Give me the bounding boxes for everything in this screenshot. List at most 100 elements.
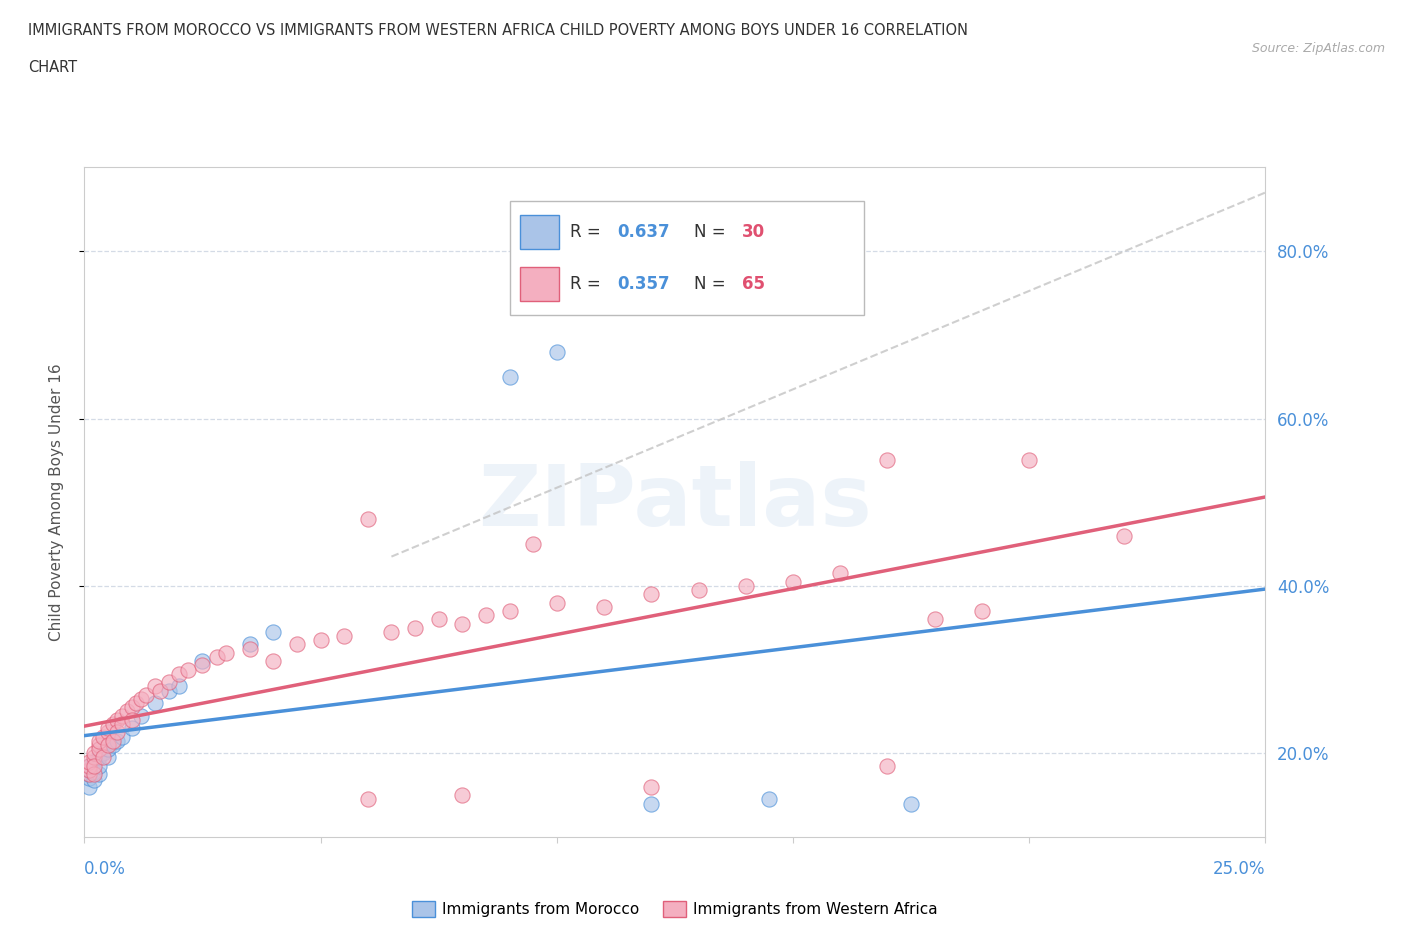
Point	[121, 721, 143, 736]
Point	[129, 709, 152, 724]
Point	[404, 620, 426, 635]
Text: Source: ZipAtlas.com: Source: ZipAtlas.com	[1251, 42, 1385, 55]
Point	[546, 595, 568, 610]
Point	[129, 692, 152, 707]
Point	[91, 729, 114, 744]
Point	[121, 712, 143, 727]
Point	[239, 642, 262, 657]
Point	[77, 779, 100, 794]
Point	[285, 637, 308, 652]
Point	[451, 788, 474, 803]
Point	[333, 629, 356, 644]
Point	[167, 679, 190, 694]
Text: 30: 30	[741, 222, 765, 241]
Point	[107, 733, 129, 748]
Point	[143, 679, 166, 694]
Point	[970, 604, 993, 618]
Point	[115, 704, 138, 719]
Point	[107, 712, 129, 727]
Point	[83, 773, 105, 788]
Point	[876, 759, 898, 774]
Point	[87, 733, 110, 748]
Point	[205, 650, 228, 665]
Point	[1112, 528, 1135, 543]
Point	[522, 537, 544, 551]
Point	[83, 759, 105, 774]
Point	[77, 763, 100, 777]
Text: 65: 65	[741, 275, 765, 293]
Point	[111, 729, 134, 744]
Point	[451, 617, 474, 631]
Point	[177, 662, 200, 677]
Text: R =: R =	[569, 275, 606, 293]
Point	[77, 754, 100, 769]
Point	[83, 746, 105, 761]
Point	[1018, 453, 1040, 468]
Point	[87, 742, 110, 757]
Point	[83, 766, 105, 781]
Point	[830, 565, 852, 580]
Point	[87, 766, 110, 781]
Point	[111, 709, 134, 724]
Point	[593, 600, 616, 615]
Point	[101, 733, 124, 748]
Text: 0.0%: 0.0%	[84, 860, 127, 878]
Point	[149, 683, 172, 698]
Point	[640, 796, 662, 811]
Point	[640, 587, 662, 602]
Point	[83, 750, 105, 764]
Point	[157, 683, 180, 698]
Point	[83, 764, 105, 779]
Point	[91, 746, 114, 761]
Point	[97, 737, 120, 752]
Point	[101, 717, 124, 732]
Point	[191, 654, 214, 669]
Point	[924, 612, 946, 627]
Point	[782, 575, 804, 590]
Point	[77, 766, 100, 781]
Text: N =: N =	[693, 275, 731, 293]
Text: CHART: CHART	[28, 60, 77, 75]
Point	[77, 759, 100, 774]
Point	[546, 344, 568, 359]
Point	[262, 654, 284, 669]
Point	[498, 369, 520, 384]
Point	[380, 625, 402, 640]
Point	[77, 771, 100, 786]
Text: 25.0%: 25.0%	[1213, 860, 1265, 878]
Point	[77, 766, 100, 781]
Point	[87, 750, 110, 764]
Text: ZIPatlas: ZIPatlas	[478, 460, 872, 544]
FancyBboxPatch shape	[509, 201, 863, 314]
Point	[734, 578, 756, 593]
Text: 0.637: 0.637	[617, 222, 671, 241]
Point	[101, 737, 124, 752]
Point	[87, 759, 110, 774]
Point	[143, 696, 166, 711]
Point	[239, 637, 262, 652]
Point	[427, 612, 450, 627]
Point	[357, 792, 380, 807]
Point	[125, 696, 148, 711]
Point	[191, 658, 214, 673]
Point	[91, 750, 114, 764]
Text: N =: N =	[693, 222, 731, 241]
FancyBboxPatch shape	[520, 267, 560, 301]
Point	[111, 717, 134, 732]
Point	[262, 625, 284, 640]
FancyBboxPatch shape	[520, 215, 560, 248]
Text: 0.357: 0.357	[617, 275, 671, 293]
Point	[77, 759, 100, 774]
Point	[157, 675, 180, 690]
Text: IMMIGRANTS FROM MOROCCO VS IMMIGRANTS FROM WESTERN AFRICA CHILD POVERTY AMONG BO: IMMIGRANTS FROM MOROCCO VS IMMIGRANTS FR…	[28, 23, 969, 38]
Legend: Immigrants from Morocco, Immigrants from Western Africa: Immigrants from Morocco, Immigrants from…	[406, 895, 943, 923]
Point	[97, 742, 120, 757]
Point	[475, 608, 498, 623]
Point	[121, 700, 143, 715]
Y-axis label: Child Poverty Among Boys Under 16: Child Poverty Among Boys Under 16	[49, 364, 63, 641]
Text: R =: R =	[569, 222, 606, 241]
Point	[640, 779, 662, 794]
Point	[758, 792, 780, 807]
Point	[498, 604, 520, 618]
Point	[900, 796, 922, 811]
